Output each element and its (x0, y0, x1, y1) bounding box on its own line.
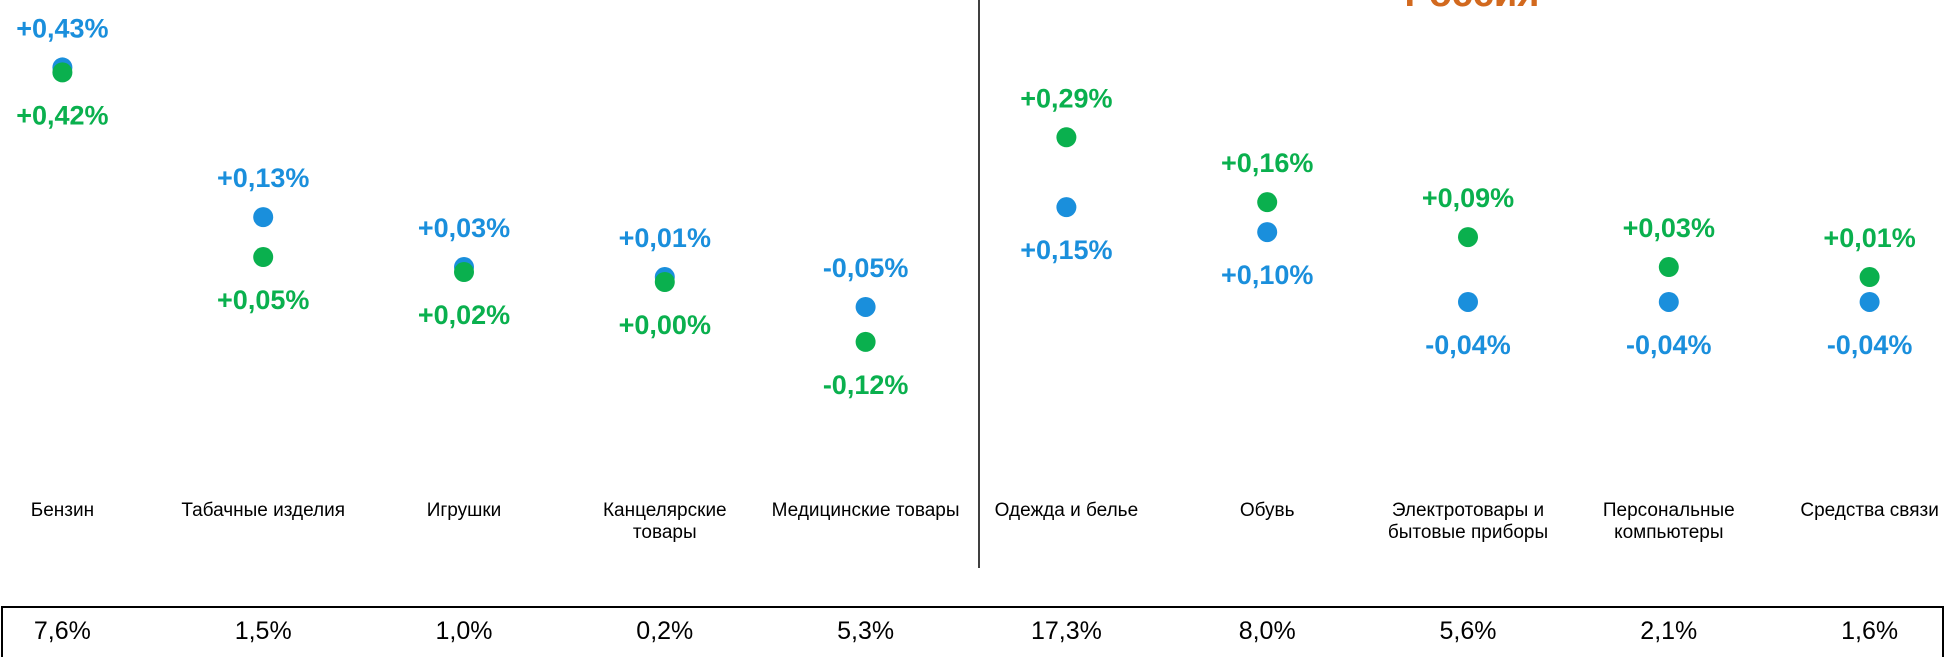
chart-title: Россия (1405, 0, 1540, 15)
dot (1056, 197, 1077, 218)
category-label: Обувь (1239, 500, 1295, 521)
dot (1859, 291, 1880, 312)
share-value: 1,0% (435, 617, 493, 645)
dot (1458, 227, 1478, 248)
value-label: +0,09% (1422, 183, 1514, 213)
share-value: 5,3% (837, 617, 895, 645)
dot (1658, 291, 1679, 312)
category-label: Персональные компьютеры (1602, 500, 1735, 543)
dot (654, 272, 675, 292)
dot (1658, 257, 1679, 278)
value-label: +0,13% (217, 163, 309, 193)
share-value: 0,2% (636, 617, 694, 645)
dot (1257, 192, 1278, 213)
category-label: Игрушки (426, 500, 502, 521)
value-label: -0,04% (1626, 330, 1712, 360)
value-label: +0,03% (418, 213, 510, 243)
value-label: +0,03% (1623, 213, 1715, 243)
share-value: 8,0% (1238, 617, 1296, 645)
value-label: +0,00% (619, 310, 711, 340)
value-label: +0,43% (16, 13, 108, 43)
dot (1056, 127, 1077, 148)
value-label: +0,01% (619, 223, 711, 253)
value-label: -0,04% (1827, 330, 1913, 360)
category-label: Одежда и белье (994, 500, 1139, 521)
category-label: Электротовары и бытовые приборы (1387, 500, 1549, 543)
dot (253, 247, 274, 268)
value-label: +0,42% (16, 100, 108, 130)
value-label: -0,05% (823, 253, 909, 283)
share-value: 2,1% (1640, 617, 1698, 645)
dot (855, 296, 876, 317)
category-label: Канцелярские товары (602, 500, 727, 543)
value-label: +0,15% (1020, 235, 1112, 265)
category-label: Средства связи (1800, 500, 1939, 521)
value-label: +0,29% (1020, 83, 1112, 113)
category-label: Медицинские товары (771, 500, 960, 521)
share-value: 1,5% (234, 617, 292, 645)
dot (1458, 291, 1478, 312)
category-label: Бензин (30, 500, 95, 521)
share-value: 5,6% (1439, 617, 1497, 645)
share-table (1, 606, 1944, 657)
value-label: -0,04% (1425, 330, 1511, 360)
value-label: +0,16% (1221, 148, 1313, 178)
dot (1257, 222, 1278, 243)
dot (855, 331, 876, 352)
dot (253, 207, 274, 228)
value-label: -0,12% (823, 370, 909, 400)
value-label: +0,01% (1823, 223, 1915, 253)
share-value: 7,6% (33, 617, 91, 645)
value-label: +0,10% (1221, 260, 1313, 290)
dot (52, 62, 73, 83)
share-value: 1,6% (1841, 617, 1899, 645)
dot (1859, 267, 1880, 288)
category-label: Табачные изделия (181, 500, 346, 521)
value-label: +0,02% (418, 300, 510, 330)
value-label: +0,05% (217, 285, 309, 315)
share-value: 17,3% (1030, 617, 1102, 645)
dot (454, 262, 474, 283)
